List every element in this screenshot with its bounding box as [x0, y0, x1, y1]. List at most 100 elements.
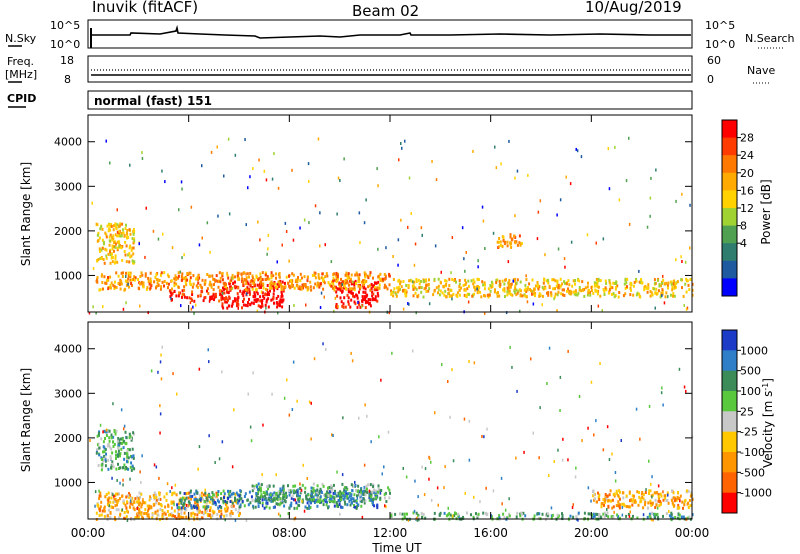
- scatter-cell: [119, 437, 122, 441]
- scatter-cell: [428, 287, 431, 291]
- scatter-cell: [127, 274, 130, 278]
- scatter-cell: [109, 455, 112, 459]
- scatter-cell: [124, 430, 127, 434]
- scatter-cell: [164, 180, 166, 184]
- scatter-cell: [356, 490, 359, 494]
- scatter-cell: [402, 280, 405, 283]
- scatter-cell: [375, 288, 378, 292]
- scatter-cell: [379, 496, 382, 500]
- scatter-cell: [369, 271, 372, 275]
- scatter-cell: [622, 502, 625, 506]
- scatter-cell: [410, 279, 413, 283]
- scatter-cell: [192, 274, 195, 278]
- scatter-cell: [247, 392, 249, 396]
- scatter-cell: [278, 284, 280, 288]
- scatter-cell: [514, 284, 517, 288]
- scatter-cell: [463, 417, 466, 421]
- scatter-cell: [131, 464, 134, 468]
- scatter-cell: [611, 506, 614, 510]
- scatter-cell: [102, 240, 105, 244]
- scatter-cell: [296, 399, 298, 403]
- scatter-cell: [276, 494, 279, 498]
- scatter-cell: [524, 514, 527, 518]
- scatter-cell: [514, 291, 516, 295]
- scatter-cell: [415, 287, 418, 291]
- scatter-cell: [506, 286, 509, 290]
- scatter-cell: [119, 452, 122, 456]
- scatter-cell: [635, 293, 638, 297]
- scatter-cell: [105, 254, 107, 258]
- scatter-cell: [117, 446, 120, 450]
- scatter-cell: [326, 490, 329, 494]
- scatter-cell: [614, 471, 617, 474]
- scatter-cell: [654, 506, 657, 509]
- scatter-cell: [99, 288, 102, 292]
- scatter-cell: [224, 500, 227, 503]
- scatter-cell: [105, 248, 108, 252]
- scatter-cell: [96, 448, 99, 451]
- scatter-cell: [230, 278, 233, 282]
- scatter-cell: [483, 435, 485, 439]
- scatter-cell: [220, 515, 222, 519]
- scatter-cell: [170, 506, 173, 510]
- scatter-cell: [354, 484, 357, 487]
- scatter-cell: [477, 278, 480, 281]
- scatter-cell: [127, 253, 130, 257]
- power-colorbar-label: Power [dB]: [759, 179, 773, 244]
- scatter-cell: [615, 282, 618, 285]
- scatter-cell: [350, 273, 353, 277]
- scatter-cell: [408, 176, 411, 180]
- scatter-cell: [660, 391, 663, 395]
- scatter-cell: [314, 276, 317, 280]
- scatter-cell: [203, 493, 205, 497]
- scatter-cell: [264, 271, 267, 275]
- scatter-cell: [175, 282, 178, 286]
- scatter-cell: [265, 499, 268, 503]
- scatter-cell: [509, 241, 512, 245]
- scatter-cell: [103, 509, 106, 513]
- scatter-cell: [598, 493, 601, 497]
- scatter-cell: [673, 294, 676, 298]
- scatter-cell: [513, 234, 516, 238]
- scatter-cell: [181, 496, 184, 500]
- scatter-cell: [125, 495, 128, 499]
- scatter-cell: [259, 486, 262, 490]
- scatter-cell: [148, 282, 151, 286]
- scatter-cell: [672, 282, 675, 285]
- scatter-cell: [272, 286, 275, 290]
- scatter-cell: [262, 286, 265, 290]
- scatter-cell: [547, 291, 550, 295]
- scatter-cell: [119, 287, 122, 291]
- colorbar-swatch: [722, 411, 737, 433]
- scatter-cell: [219, 289, 221, 292]
- scatter-cell: [242, 300, 245, 303]
- scatter-cell: [360, 504, 363, 508]
- scatter-cell: [660, 284, 662, 288]
- scatter-cell: [597, 495, 600, 499]
- scatter-cell: [387, 430, 390, 434]
- scatter-cell: [109, 275, 112, 279]
- scatter-cell: [144, 274, 147, 278]
- scatter-cell: [130, 284, 133, 287]
- scatter-cell: [514, 277, 516, 281]
- scatter-cell: [275, 276, 277, 280]
- scatter-cell: [491, 285, 494, 288]
- scatter-cell: [619, 497, 621, 501]
- scatter-cell: [272, 292, 275, 296]
- scatter-cell: [113, 245, 116, 249]
- scatter-cell: [628, 136, 630, 140]
- scatter-cell: [486, 427, 488, 431]
- scatter-cell: [365, 279, 368, 283]
- scatter-cell: [364, 306, 367, 310]
- scatter-cell: [256, 298, 259, 302]
- scatter-cell: [260, 483, 263, 487]
- scatter-cell: [303, 509, 306, 513]
- scatter-cell: [110, 223, 113, 227]
- scatter-cell: [118, 492, 121, 496]
- scatter-cell: [453, 279, 456, 283]
- scatter-cell: [336, 504, 339, 508]
- scatter-cell: [614, 287, 617, 291]
- scatter-cell: [508, 278, 511, 282]
- scatter-cell: [153, 463, 156, 467]
- scatter-cell: [347, 492, 350, 496]
